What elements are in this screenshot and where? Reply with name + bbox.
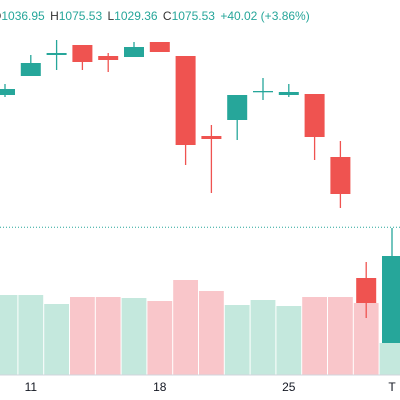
volume-layer bbox=[0, 280, 400, 375]
volume-bar bbox=[44, 304, 69, 375]
label: O bbox=[0, 9, 1, 23]
value: 1075.53 bbox=[172, 9, 216, 23]
candle-body bbox=[227, 95, 248, 120]
candle-body bbox=[98, 56, 119, 60]
volume-bar bbox=[302, 297, 327, 375]
x-tick-label: T bbox=[388, 380, 396, 394]
volume-bar bbox=[276, 306, 302, 375]
candle-body bbox=[201, 136, 222, 139]
volume-bar bbox=[147, 301, 173, 375]
value: 1075.53 bbox=[59, 9, 103, 23]
candle-layer bbox=[0, 40, 400, 343]
candle-body bbox=[20, 63, 41, 76]
volume-bar bbox=[328, 297, 353, 375]
label: L bbox=[107, 9, 114, 23]
change: +40.02 (+3.86%) bbox=[220, 9, 309, 23]
value: 1029.36 bbox=[114, 9, 158, 23]
candle-body bbox=[304, 94, 325, 137]
volume-bar bbox=[379, 343, 400, 375]
volume-bar bbox=[199, 291, 224, 375]
volume-bar bbox=[18, 295, 44, 375]
candle-body bbox=[72, 45, 93, 62]
candle-body bbox=[356, 278, 377, 303]
candle-body bbox=[382, 256, 400, 343]
candle-body bbox=[278, 92, 299, 95]
volume-bar bbox=[121, 298, 147, 375]
candle-body bbox=[149, 42, 170, 52]
volume-bar bbox=[173, 280, 198, 375]
candle-body bbox=[46, 53, 67, 55]
volume-bar bbox=[95, 297, 121, 375]
candle-body bbox=[175, 56, 196, 145]
volume-bar bbox=[224, 305, 250, 375]
value: 1036.95 bbox=[1, 9, 45, 23]
x-tick-label: 18 bbox=[153, 380, 167, 394]
candle-body bbox=[0, 89, 15, 95]
x-tick-label: 25 bbox=[282, 380, 296, 394]
volume-bar bbox=[70, 297, 95, 375]
volume-bar bbox=[0, 295, 18, 375]
x-tick-label: 11 bbox=[25, 380, 38, 394]
candle-body bbox=[124, 47, 144, 57]
volume-bar bbox=[250, 300, 276, 375]
label: H bbox=[50, 9, 59, 23]
candle-body bbox=[330, 157, 351, 194]
ohlc-header: O1036.95 H1075.53 L1029.36 C1075.53 +40.… bbox=[0, 9, 310, 23]
candle-body bbox=[253, 91, 273, 93]
label: C bbox=[163, 9, 172, 23]
